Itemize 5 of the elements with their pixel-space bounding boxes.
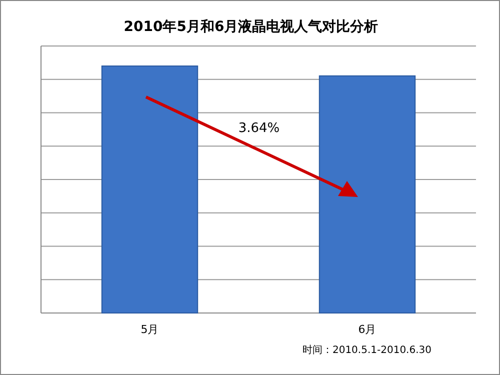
chart-title: 2010年5月和6月液晶电视人气对比分析 — [124, 18, 378, 35]
x-tick-label: 5月 — [140, 323, 159, 336]
annotation: 3.64% — [238, 121, 280, 136]
x-tick-label: 6月 — [358, 323, 376, 336]
text: 时间：2010.5.1-2010.6.30 — [302, 344, 432, 356]
